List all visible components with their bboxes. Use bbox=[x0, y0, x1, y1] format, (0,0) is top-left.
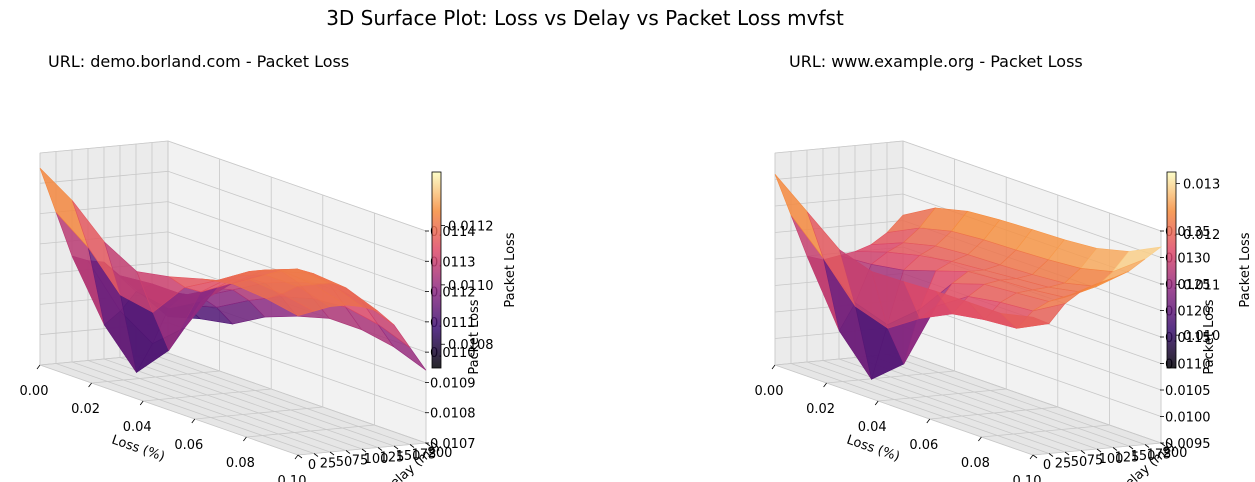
y-tick-label: 200 bbox=[1163, 446, 1188, 461]
x-tick-label: 0.10 bbox=[1013, 474, 1042, 482]
y-tick-label: 175 bbox=[412, 448, 437, 463]
colorbar-label: Packet Loss bbox=[1238, 232, 1253, 307]
z-tick-label: 0.0107 bbox=[430, 437, 476, 452]
colorbar: 0.010 0.011 0.012 0.013 Packet Loss bbox=[1166, 171, 1253, 369]
x-tick-label: 0.04 bbox=[858, 420, 887, 435]
colorbar-tick-label: 0.011 bbox=[1183, 279, 1220, 294]
x-axis-label: Loss (%) bbox=[110, 433, 167, 465]
surface-patch bbox=[999, 312, 1051, 329]
y-tick-label: 75 bbox=[352, 454, 369, 469]
z-axis-label: Packet Loss bbox=[467, 299, 482, 374]
y-tick-label: 25 bbox=[1055, 457, 1072, 472]
x-tick-label: 0.08 bbox=[961, 456, 990, 471]
colorbar-tick-label: 0.0110 bbox=[448, 279, 494, 294]
y-tick-label: 0 bbox=[308, 458, 316, 473]
x-tick-label: 0.02 bbox=[806, 402, 835, 417]
y-tick-label: 150 bbox=[396, 449, 421, 464]
y-tick-label: 200 bbox=[428, 446, 453, 461]
x-tick-label: 0.08 bbox=[226, 456, 255, 471]
z-tick-label: 0.0095 bbox=[1165, 437, 1211, 452]
figure-title: 3D Surface Plot: Loss vs Delay vs Packet… bbox=[326, 6, 844, 30]
y-tick-label: 175 bbox=[1147, 448, 1172, 463]
x-tick-label: 0.02 bbox=[71, 402, 100, 417]
y-tick-label: 125 bbox=[380, 451, 405, 466]
z-axis-label: Packet Loss bbox=[1202, 299, 1217, 374]
z-tick-label: 0.0100 bbox=[1165, 411, 1211, 426]
y-tick-label: 25 bbox=[320, 457, 337, 472]
z-tick-label: 0.0105 bbox=[1165, 384, 1211, 399]
surface bbox=[39, 167, 427, 373]
x-tick-label: 0.00 bbox=[20, 384, 49, 399]
x-tick-label: 0.04 bbox=[123, 420, 152, 435]
z-tick-label: 0.0109 bbox=[430, 376, 476, 391]
y-tick-label: 0 bbox=[1043, 458, 1051, 473]
z-tick-label: 0.0108 bbox=[430, 407, 476, 422]
subplot-title-2: URL: www.example.org - Packet Loss bbox=[789, 52, 1083, 71]
y-tick-label: 125 bbox=[1115, 451, 1140, 466]
colorbar-label: Packet Loss bbox=[503, 232, 518, 307]
subplot-title-1: URL: demo.borland.com - Packet Loss bbox=[48, 52, 350, 71]
colorbar: 0.0108 0.0110 0.0112 Packet Loss bbox=[431, 171, 518, 369]
surface-patch bbox=[265, 293, 315, 317]
colorbar-tick-label: 0.013 bbox=[1183, 178, 1220, 193]
colorbar-tick-label: 0.0112 bbox=[448, 219, 494, 234]
x-tick-label: 0.10 bbox=[278, 474, 307, 482]
x-tick-label: 0.06 bbox=[174, 438, 203, 453]
colorbar-tick-label: 0.0108 bbox=[448, 338, 494, 353]
y-tick-label: 75 bbox=[1087, 454, 1104, 469]
y-tick-label: 50 bbox=[336, 455, 353, 470]
colorbar-tick-label: 0.012 bbox=[1183, 228, 1220, 243]
x-axis-label: Loss (%) bbox=[845, 433, 902, 465]
x-tick-label: 0.06 bbox=[909, 438, 938, 453]
x-tick-label: 0.00 bbox=[755, 384, 784, 399]
y-tick-label: 150 bbox=[1131, 449, 1156, 464]
y-tick-label: 50 bbox=[1071, 455, 1088, 470]
surface bbox=[774, 174, 1163, 380]
y-tick-label: 100 bbox=[364, 452, 389, 467]
colorbar-tick-label: 0.010 bbox=[1183, 329, 1220, 344]
y-tick-label: 100 bbox=[1099, 452, 1124, 467]
